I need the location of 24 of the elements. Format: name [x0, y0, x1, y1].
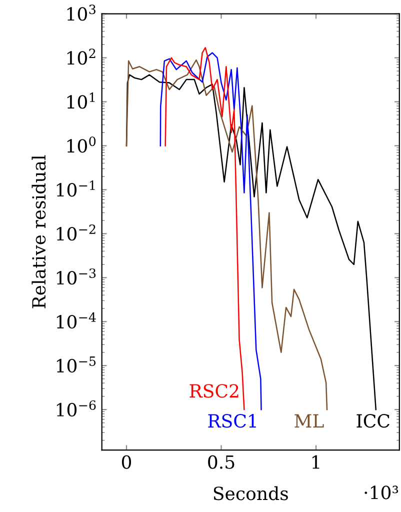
y-tick-label: 10$^{−4}$ [56, 312, 96, 329]
line-series [164, 47, 245, 410]
series-label: ML [294, 414, 324, 428]
y-tick-label: 10$^{−3}$ [56, 268, 96, 285]
x-tick-label: 0.5 [208, 455, 234, 469]
y-tick-label: 10$^{0}$ [67, 136, 96, 153]
series-label: RSC1 [208, 414, 256, 428]
x-axis-title: Seconds [214, 486, 288, 500]
line-series [126, 59, 328, 410]
y-tick-label: 10$^{1}$ [67, 92, 95, 109]
line-series [126, 74, 377, 410]
y-tick-label: 10$^{2}$ [67, 48, 96, 65]
y-axis-title: Relative residual [32, 155, 46, 308]
line-series [160, 52, 262, 410]
y-tick-label: 10$^{−6}$ [56, 400, 96, 417]
x-tick-label: 0 [122, 455, 132, 469]
series-label: ICC [356, 414, 390, 428]
y-tick-label: 10$^{−2}$ [56, 224, 96, 241]
text: ·10³ [364, 486, 398, 500]
x-tick-label: 1 [312, 455, 320, 469]
y-tick-label: 10$^{3}$ [67, 4, 96, 21]
series-label: RSC2 [190, 384, 238, 398]
y-tick-label: 10$^{−5}$ [56, 356, 96, 373]
y-tick-label: 10$^{−1}$ [56, 180, 95, 197]
